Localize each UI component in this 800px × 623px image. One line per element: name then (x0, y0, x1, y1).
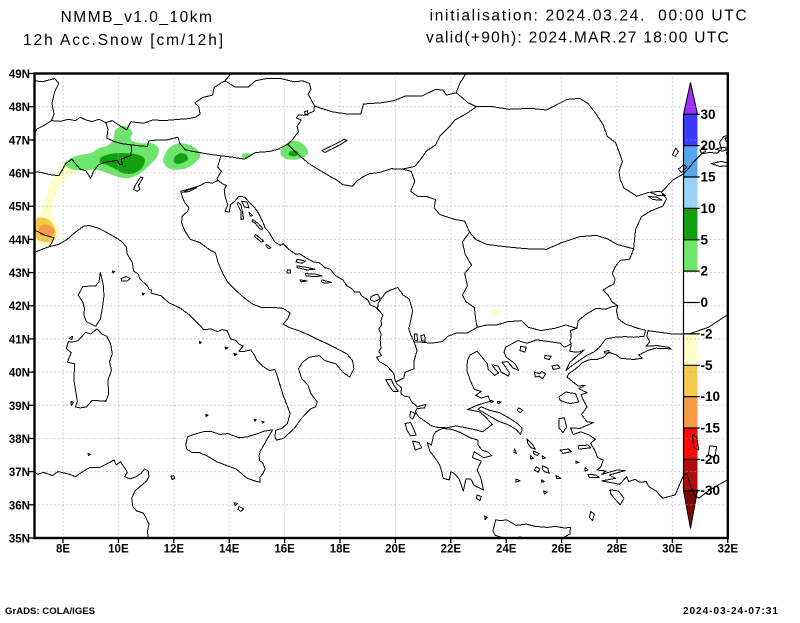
svg-text:20: 20 (701, 138, 716, 153)
svg-text:-20: -20 (701, 452, 721, 467)
svg-text:43N: 43N (9, 268, 30, 280)
svg-text:37N: 37N (9, 467, 30, 479)
svg-text:15: 15 (701, 170, 717, 185)
svg-text:NMMB_v1.0_10km: NMMB_v1.0_10km (61, 9, 214, 26)
svg-text:valid(+90h): 2024.MAR.27 18:00: valid(+90h): 2024.MAR.27 18:00 UTC (426, 30, 730, 47)
svg-text:22E: 22E (441, 544, 462, 556)
svg-text:49N: 49N (9, 69, 30, 81)
svg-text:0: 0 (701, 295, 709, 310)
svg-text:-5: -5 (701, 358, 713, 373)
svg-text:14E: 14E (219, 544, 240, 556)
svg-text:41N: 41N (9, 334, 30, 346)
svg-text:12E: 12E (164, 544, 185, 556)
svg-text:10E: 10E (108, 544, 129, 556)
svg-text:44N: 44N (9, 235, 30, 247)
svg-text:46N: 46N (9, 169, 30, 181)
svg-text:2: 2 (701, 264, 709, 279)
svg-text:8E: 8E (56, 544, 70, 556)
svg-text:28E: 28E (607, 544, 628, 556)
svg-text:-30: -30 (701, 483, 721, 498)
svg-text:24E: 24E (496, 544, 517, 556)
svg-text:5: 5 (701, 232, 709, 247)
svg-text:39N: 39N (9, 401, 30, 413)
svg-text:36N: 36N (9, 500, 30, 512)
svg-text:42N: 42N (9, 301, 30, 313)
svg-text:16E: 16E (274, 544, 295, 556)
svg-text:12h Acc.Snow [cm/12h]: 12h Acc.Snow [cm/12h] (23, 32, 225, 49)
svg-text:10: 10 (701, 201, 716, 216)
svg-text:47N: 47N (9, 135, 30, 147)
svg-text:40N: 40N (9, 368, 30, 380)
svg-text:32E: 32E (718, 544, 739, 556)
svg-text:30E: 30E (662, 544, 683, 556)
svg-text:45N: 45N (9, 202, 30, 214)
svg-text:38N: 38N (9, 434, 30, 446)
svg-text:30: 30 (701, 107, 716, 122)
svg-text:48N: 48N (9, 102, 30, 114)
svg-text:-2: -2 (701, 326, 713, 341)
svg-text:-10: -10 (701, 389, 721, 404)
svg-text:35N: 35N (9, 534, 30, 546)
svg-text:26E: 26E (551, 544, 572, 556)
svg-text:2024-03-24-07:31: 2024-03-24-07:31 (683, 606, 779, 617)
svg-text:initialisation: 2024.03.24. 0: initialisation: 2024.03.24. 00:00 UTC (430, 8, 749, 25)
svg-text:GrADS: COLA/IGES: GrADS: COLA/IGES (5, 606, 96, 617)
svg-text:18E: 18E (330, 544, 351, 556)
svg-text:-15: -15 (701, 421, 721, 436)
svg-text:20E: 20E (385, 544, 406, 556)
